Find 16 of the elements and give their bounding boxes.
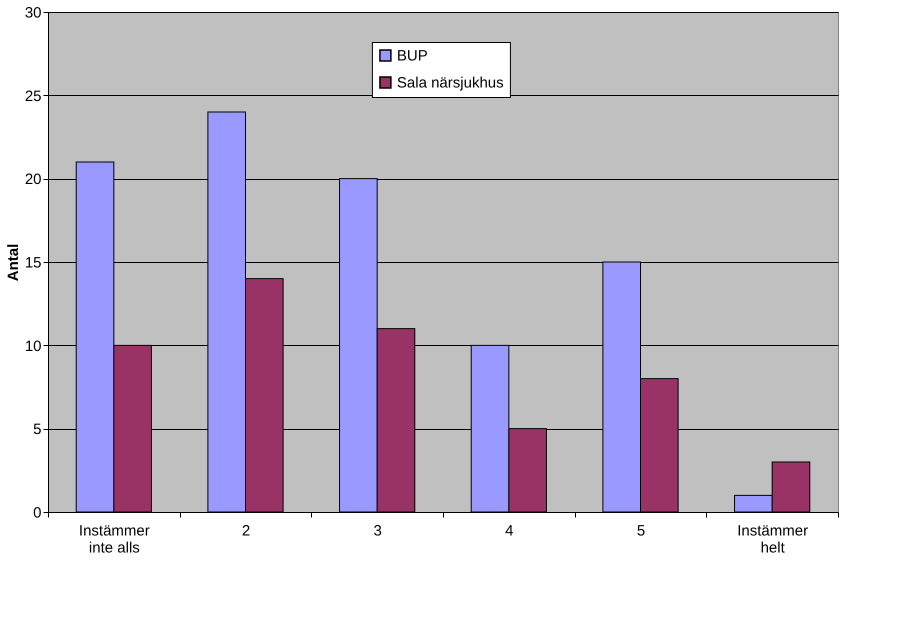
y-tick-label: 10 [24, 338, 42, 355]
x-tick-label: 2 [242, 522, 250, 540]
y-axis-title: Antal [4, 244, 22, 282]
x-tick-label: Instämmer inte alls [78, 522, 150, 556]
y-tick-label: 25 [24, 88, 42, 105]
x-tick-label: 5 [636, 522, 646, 540]
y-tick-label: 30 [24, 4, 42, 22]
y-tick-label: 5 [33, 421, 42, 438]
y-tick-label: 20 [24, 171, 42, 188]
y-tick-label: 15 [24, 254, 42, 272]
legend-label: Sala närsjukhus [396, 74, 504, 92]
legend-label: BUP [396, 48, 428, 64]
x-tick-label: Instämmer helt [737, 522, 808, 556]
x-tick-label: 4 [505, 522, 514, 540]
x-tick-label: 3 [373, 522, 382, 540]
y-tick-label: 0 [33, 504, 42, 522]
